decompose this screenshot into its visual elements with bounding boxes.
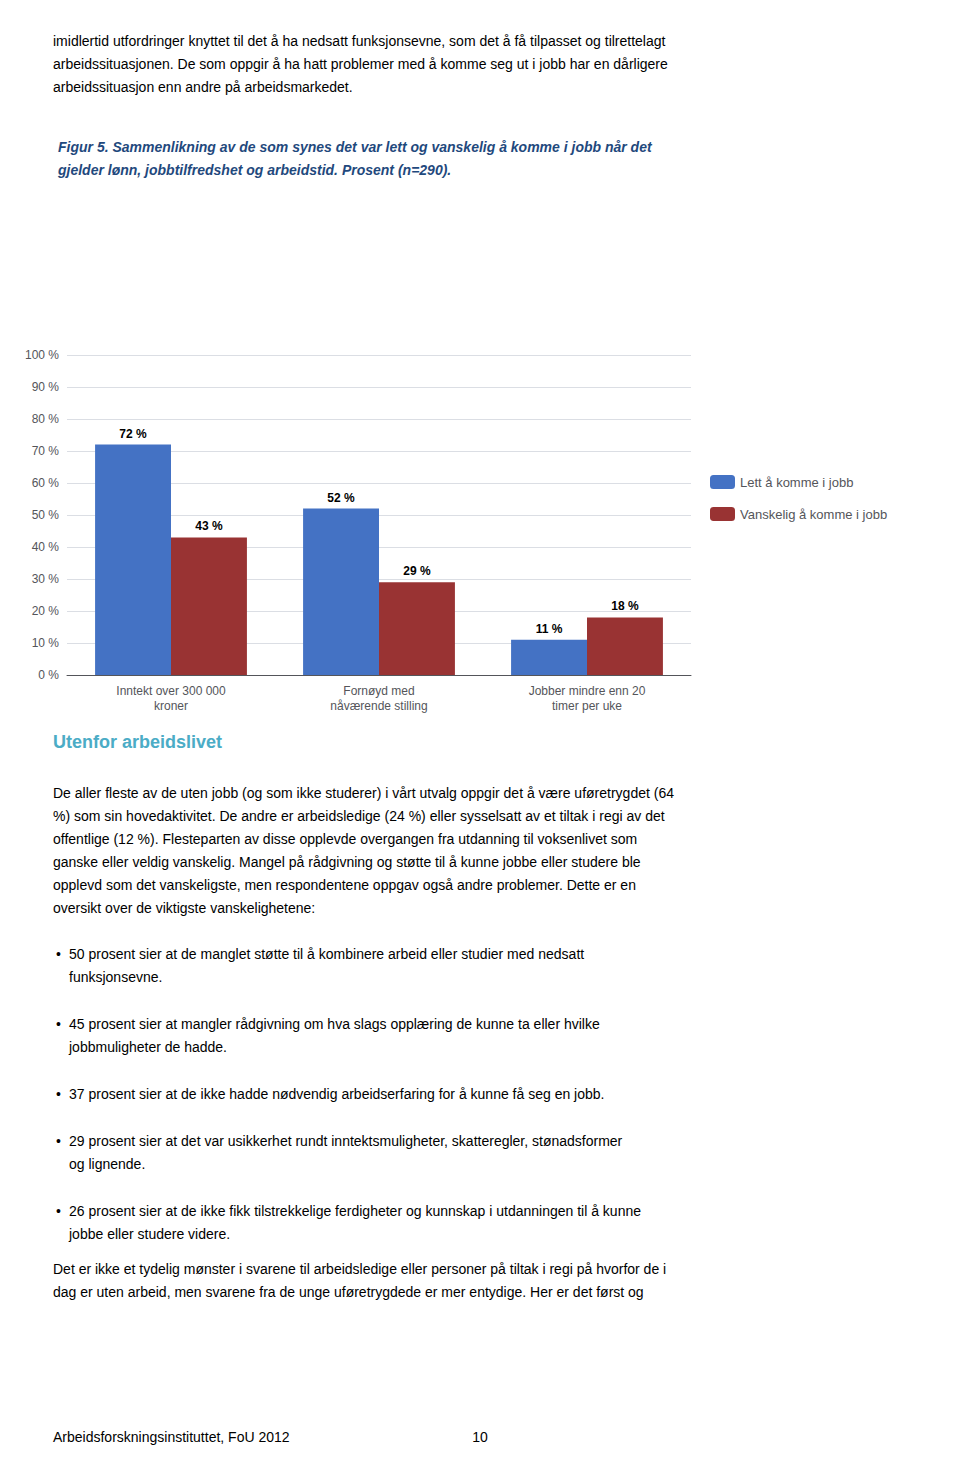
svg-text:50 prosent sier at de manglet: 50 prosent sier at de manglet støtte til…	[69, 946, 584, 962]
svg-text:De aller fleste av de uten job: De aller fleste av de uten jobb (og som …	[53, 785, 674, 801]
svg-text:18 %: 18 %	[611, 599, 639, 613]
svg-text:nåværende stilling: nåværende stilling	[330, 699, 427, 713]
svg-text:80 %: 80 %	[32, 412, 60, 426]
svg-text:Jobber mindre enn 20: Jobber mindre enn 20	[529, 684, 646, 698]
svg-text:Vanskelig å komme i jobb: Vanskelig å komme i jobb	[740, 507, 887, 522]
svg-text:imidlertid utfordringer knytte: imidlertid utfordringer knyttet til det …	[53, 33, 666, 49]
svg-text:Lett å komme i jobb: Lett å komme i jobb	[740, 475, 853, 490]
svg-text:opplevd som det vanskeligste,: opplevd som det vanskeligste, men respon…	[53, 877, 636, 893]
svg-text:Det er ikke et tydelig mønster: Det er ikke et tydelig mønster i svarene…	[53, 1261, 666, 1277]
svg-text:Utenfor arbeidslivet: Utenfor arbeidslivet	[53, 732, 222, 752]
svg-text:arbeidssituasjonen. De som opp: arbeidssituasjonen. De som oppgir å ha h…	[53, 56, 668, 72]
svg-text:0 %: 0 %	[38, 668, 59, 682]
svg-text:90 %: 90 %	[32, 380, 60, 394]
svg-text:45 prosent sier at mangler råd: 45 prosent sier at mangler rådgivning om…	[69, 1016, 600, 1032]
svg-text:jobbe eller studere videre.: jobbe eller studere videre.	[68, 1226, 230, 1242]
svg-text:40 %: 40 %	[32, 540, 60, 554]
svg-text:26 prosent sier at de ikke fik: 26 prosent sier at de ikke fikk tilstrek…	[69, 1203, 641, 1219]
svg-text:timer per uke: timer per uke	[552, 699, 622, 713]
svg-text:37 prosent sier at de ikke had: 37 prosent sier at de ikke hadde nødvend…	[69, 1086, 604, 1102]
svg-text:29 %: 29 %	[403, 564, 431, 578]
svg-text:10 %: 10 %	[32, 636, 60, 650]
svg-text:72 %: 72 %	[119, 427, 147, 441]
svg-text:60 %: 60 %	[32, 476, 60, 490]
svg-text:43 %: 43 %	[195, 519, 223, 533]
svg-text:20 %: 20 %	[32, 604, 60, 618]
svg-text:•: •	[56, 946, 61, 962]
svg-text:kroner: kroner	[154, 699, 188, 713]
svg-text:Figur 5. Sammenlikning av de s: Figur 5. Sammenlikning av de som synes d…	[58, 139, 653, 155]
svg-text:jobbmuligheter de hadde.: jobbmuligheter de hadde.	[68, 1039, 227, 1055]
svg-text:50 %: 50 %	[32, 508, 60, 522]
svg-text:Fornøyd med: Fornøyd med	[343, 684, 414, 698]
svg-text:70 %: 70 %	[32, 444, 60, 458]
svg-text:•: •	[56, 1133, 61, 1149]
svg-text:gjelder lønn, jobbtilfredshet: gjelder lønn, jobbtilfredshet og arbeids…	[57, 162, 451, 178]
svg-text:ganske eller veldig vanskelig.: ganske eller veldig vanskelig. Mangel på…	[53, 854, 641, 870]
svg-text:Inntekt over 300 000: Inntekt over 300 000	[116, 684, 226, 698]
svg-text:•: •	[56, 1203, 61, 1219]
svg-text:funksjonsevne.: funksjonsevne.	[69, 969, 162, 985]
svg-text:11 %: 11 %	[536, 622, 563, 636]
svg-text:100 %: 100 %	[25, 348, 59, 362]
svg-text:%) som sin hovedaktivitet. De: %) som sin hovedaktivitet. De andre er a…	[53, 808, 665, 824]
svg-text:dag er uten arbeid, men svaren: dag er uten arbeid, men svarene fra de u…	[53, 1284, 644, 1300]
svg-text:og lignende.: og lignende.	[69, 1156, 145, 1172]
svg-text:oversikt over de viktigste van: oversikt over de viktigste vanskelighete…	[53, 900, 315, 916]
svg-text:30 %: 30 %	[32, 572, 60, 586]
svg-text:10: 10	[472, 1429, 488, 1445]
svg-text:Arbeidsforskningsinstituttet,: Arbeidsforskningsinstituttet, FoU 2012	[53, 1429, 290, 1445]
svg-text:arbeidssituasjon enn andre på: arbeidssituasjon enn andre på arbeidsmar…	[53, 79, 353, 95]
svg-text:offentlige (12 %). Flesteparte: offentlige (12 %). Flesteparten av disse…	[53, 831, 637, 847]
svg-text:•: •	[56, 1086, 61, 1102]
svg-text:29 prosent sier at det var usi: 29 prosent sier at det var usikkerhet ru…	[69, 1133, 623, 1149]
svg-text:•: •	[56, 1016, 61, 1032]
svg-text:52 %: 52 %	[327, 491, 355, 505]
